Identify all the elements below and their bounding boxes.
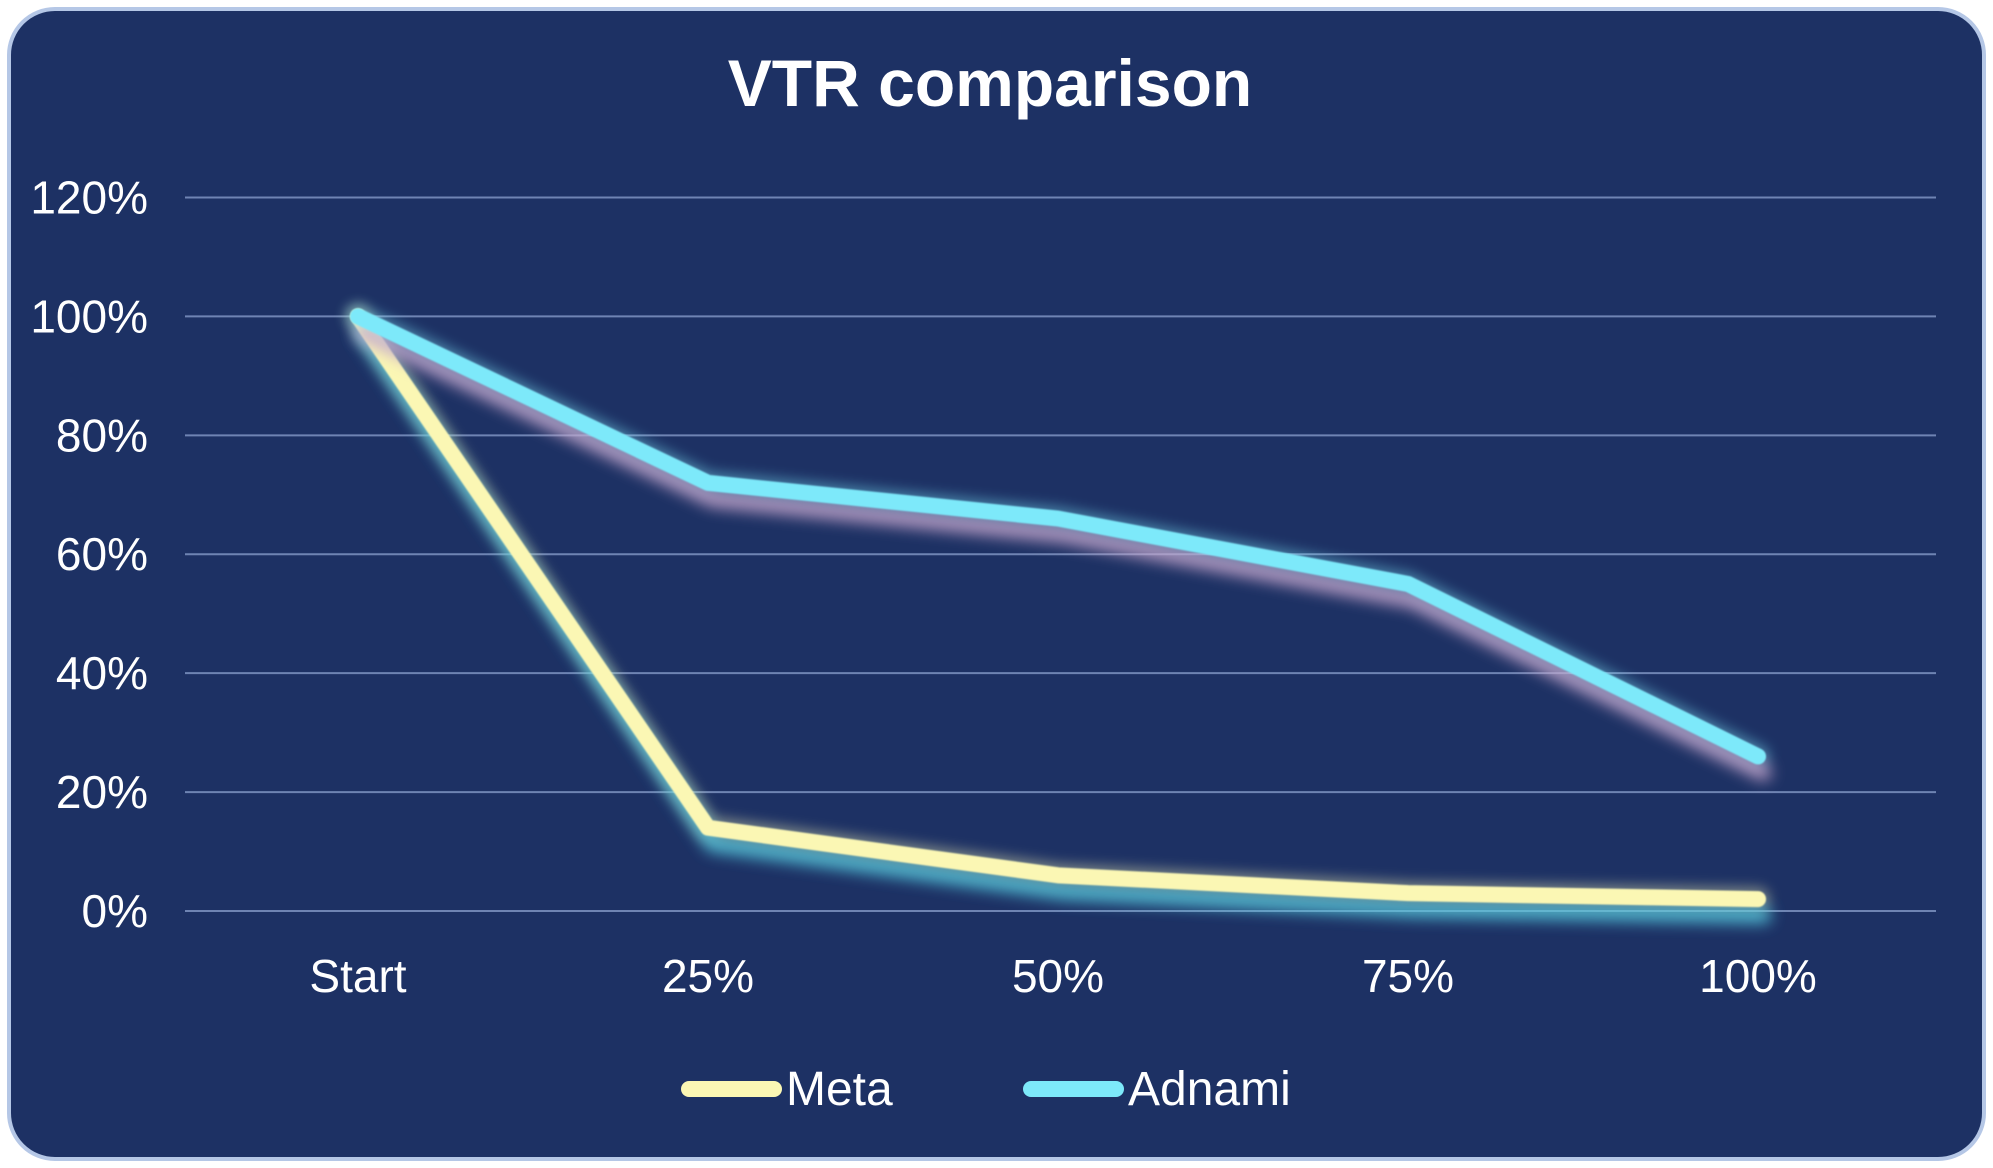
legend: Meta Adnami [681,1063,1291,1116]
y-tick-label: 0% [82,885,148,937]
x-tick-label: 25% [662,950,754,1002]
chart-card [7,7,1986,1161]
y-tick-label: 60% [56,528,148,580]
series-line-adnami [350,308,1766,765]
series-meta [346,304,1772,924]
x-tick-label: 50% [1012,950,1104,1002]
y-tick-label: 20% [56,766,148,818]
legend-label-meta: Meta [786,1063,893,1116]
series-adnami [346,304,1772,781]
x-tick-label: Start [309,950,406,1002]
y-tick-label: 120% [30,171,148,223]
legend-swatch-adnami [1023,1081,1124,1097]
series-line-meta [350,308,1766,908]
y-tick-label: 100% [30,290,148,342]
series-shadow-adnami [354,323,1772,781]
x-tick-label: 75% [1362,950,1454,1002]
y-axis-labels: 120% 100% 80% 60% 40% 20% 0% [30,171,148,937]
series-lines [346,304,1772,924]
x-tick-label: 100% [1699,950,1817,1002]
legend-swatch-meta [681,1081,782,1097]
gridlines [185,196,1936,912]
chart-title: VTR comparison [728,46,1252,120]
y-tick-label: 80% [56,409,148,461]
y-tick-label: 40% [56,647,148,699]
x-axis-labels: Start 25% 50% 75% 100% [309,950,1816,1002]
legend-label-adnami: Adnami [1128,1063,1291,1116]
